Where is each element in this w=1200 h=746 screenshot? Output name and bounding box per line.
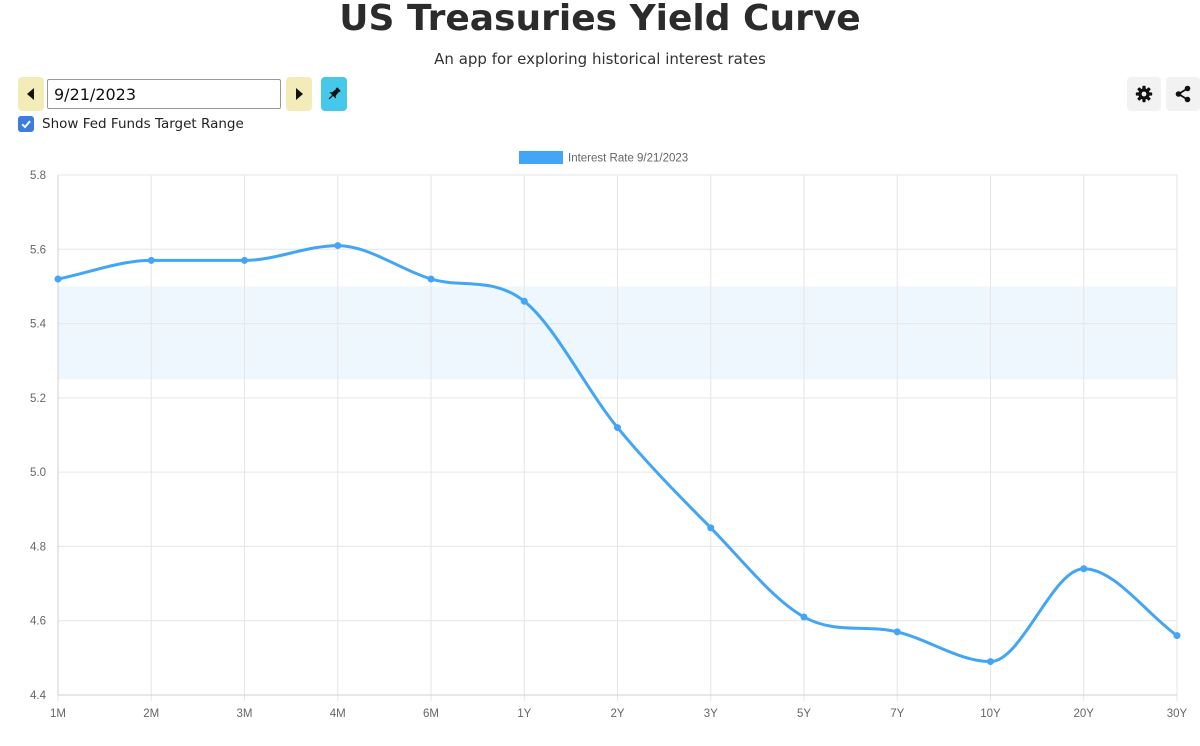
x-tick-label: 2Y — [610, 708, 624, 720]
share-icon — [1175, 85, 1191, 103]
x-tick-label: 3M — [237, 708, 253, 720]
y-tick-label: 4.6 — [30, 616, 46, 628]
caret-left-icon — [27, 88, 34, 100]
data-point — [893, 628, 901, 636]
fed-funds-label: Show Fed Funds Target Range — [42, 116, 244, 132]
y-tick-label: 5.0 — [30, 467, 46, 479]
checkmark-icon — [21, 120, 31, 129]
caret-right-icon — [296, 88, 303, 100]
y-tick-label: 5.6 — [30, 244, 46, 256]
previous-date-button[interactable] — [18, 77, 44, 111]
data-point — [241, 256, 248, 264]
x-tick-label: 10Y — [980, 708, 1001, 720]
x-tick-label: 5Y — [797, 708, 811, 720]
data-point — [147, 256, 155, 264]
x-tick-label: 4M — [330, 708, 346, 720]
fed-funds-checkbox[interactable] — [18, 116, 34, 132]
data-point — [54, 275, 62, 283]
settings-button[interactable] — [1127, 77, 1161, 111]
y-tick-label: 5.2 — [30, 393, 46, 405]
x-tick-label: 6M — [423, 708, 439, 720]
date-input[interactable] — [47, 79, 281, 109]
x-tick-label: 2M — [143, 708, 159, 720]
x-tick-label: 3Y — [704, 708, 718, 720]
data-point — [614, 424, 621, 432]
y-tick-label: 4.4 — [30, 690, 47, 702]
page-title: US Treasuries Yield Curve — [339, 0, 861, 39]
gear-icon — [1135, 85, 1153, 103]
data-point — [427, 275, 435, 283]
fed-funds-toggle[interactable]: Show Fed Funds Target Range — [18, 115, 244, 133]
data-point — [1173, 632, 1181, 640]
x-tick-label: 20Y — [1074, 708, 1095, 720]
share-button[interactable] — [1166, 77, 1200, 111]
y-tick-label: 5.8 — [30, 170, 46, 182]
y-tick-label: 5.4 — [30, 319, 47, 331]
fed-funds-target-band — [58, 286, 1177, 380]
data-point — [520, 297, 528, 305]
x-tick-label: 30Y — [1167, 708, 1188, 720]
data-point — [800, 613, 808, 621]
next-date-button[interactable] — [286, 77, 312, 111]
pin-icon — [328, 87, 341, 100]
data-point — [707, 524, 715, 532]
legend-swatch — [519, 151, 563, 164]
pin-date-button[interactable] — [321, 77, 347, 111]
data-point — [334, 242, 342, 250]
page-subtitle: An app for exploring historical interest… — [434, 50, 766, 68]
y-tick-label: 4.8 — [30, 541, 46, 553]
series-line — [57, 244, 1178, 664]
x-tick-label: 1M — [50, 708, 66, 720]
data-point — [1080, 565, 1088, 573]
data-point — [987, 658, 994, 666]
x-tick-label: 1Y — [517, 708, 531, 720]
legend-label: Interest Rate 9/21/2023 — [568, 153, 688, 165]
x-tick-label: 7Y — [890, 708, 904, 720]
